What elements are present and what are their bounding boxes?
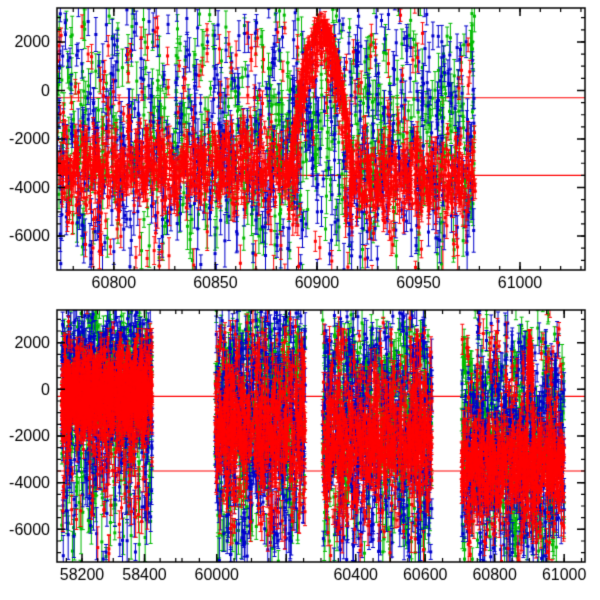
chart-canvas <box>0 0 600 600</box>
light-curve-figure <box>0 0 600 600</box>
